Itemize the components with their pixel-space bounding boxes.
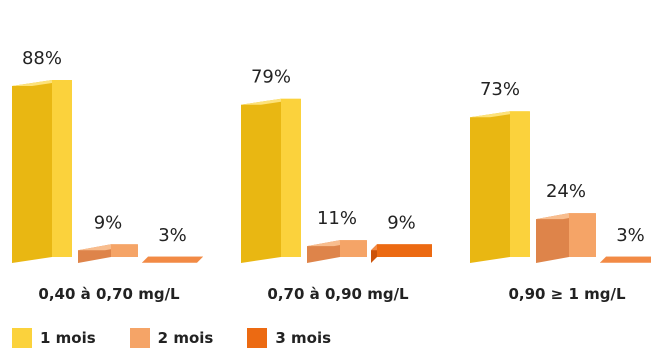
data-label: 3% bbox=[158, 225, 187, 246]
bar-side-face bbox=[241, 98, 281, 263]
bar-side-face bbox=[470, 111, 510, 264]
bar-front-face bbox=[510, 111, 530, 258]
bar-1-series-1 bbox=[12, 80, 72, 263]
bar-side-face bbox=[12, 80, 52, 263]
chart: 88% 9% 3% 0,40 à 0,70 mg/L 79% 11% 9% 0,70 à 0,… bbox=[12, 48, 651, 303]
bar-front-face bbox=[52, 80, 72, 257]
legend: 1 mois 2 mois 3 mois bbox=[12, 326, 365, 350]
data-label: 3% bbox=[616, 225, 645, 246]
bar-3-series-3 bbox=[600, 256, 651, 263]
bar-front-face bbox=[569, 213, 596, 257]
legend-label: 2 mois bbox=[157, 329, 214, 347]
data-label: 73% bbox=[480, 79, 520, 100]
legend-item: 1 mois bbox=[12, 328, 96, 348]
bar-side-face bbox=[536, 213, 569, 263]
bar-front-face bbox=[281, 98, 301, 257]
bar-2-series-3 bbox=[371, 244, 432, 263]
data-label: 9% bbox=[94, 212, 123, 233]
legend-swatch bbox=[12, 328, 32, 348]
legend-swatch bbox=[129, 328, 150, 348]
bar-3-series-1 bbox=[470, 111, 530, 264]
bar-front-face bbox=[377, 244, 432, 257]
bar-top-face bbox=[600, 256, 651, 263]
data-label: 88% bbox=[22, 48, 62, 69]
bar-top-face bbox=[142, 256, 203, 263]
category-label: 0,70 à 0,90 mg/L bbox=[267, 285, 409, 303]
legend-label: 3 mois bbox=[275, 329, 332, 347]
bar-front-face bbox=[111, 244, 138, 257]
bar-1-series-2 bbox=[78, 244, 138, 263]
bar-3-series-2 bbox=[536, 213, 596, 263]
bar-front-face bbox=[340, 240, 367, 257]
data-label: 24% bbox=[546, 181, 586, 202]
data-label: 9% bbox=[387, 212, 416, 233]
bar-2-series-2 bbox=[307, 240, 367, 263]
bar-2-series-1 bbox=[241, 98, 301, 263]
category-label: 0,90 ≥ 1 mg/L bbox=[508, 285, 626, 303]
data-label: 11% bbox=[317, 208, 357, 229]
legend-swatch bbox=[247, 328, 268, 348]
data-label: 79% bbox=[251, 67, 291, 88]
legend-item: 3 mois bbox=[247, 328, 331, 348]
legend-item: 2 mois bbox=[129, 328, 214, 348]
category-label: 0,40 à 0,70 mg/L bbox=[38, 285, 180, 303]
bar-1-series-3 bbox=[142, 256, 203, 263]
legend-label: 1 mois bbox=[40, 329, 96, 347]
